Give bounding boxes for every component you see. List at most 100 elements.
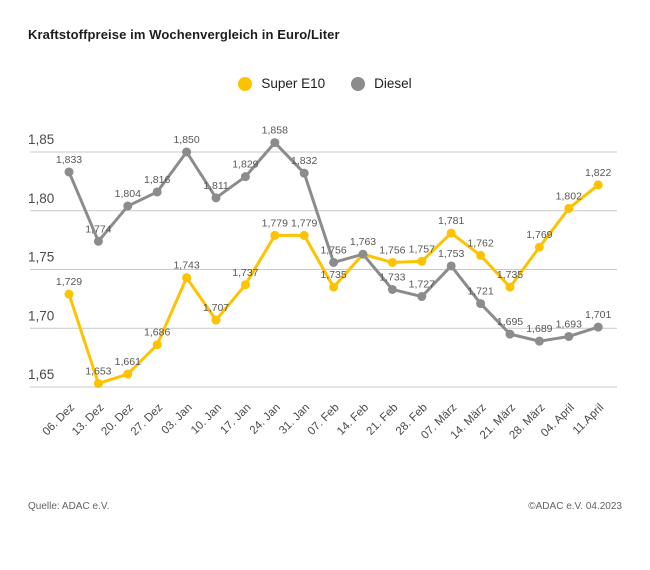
legend-label-super-e10: Super E10	[261, 76, 326, 91]
super-e10-value-label: 1,735	[320, 269, 346, 281]
super-e10-value-label: 1,779	[262, 217, 288, 229]
diesel-point	[387, 284, 397, 294]
diesel-point	[64, 167, 74, 177]
super-e10-value-label: 1,735	[497, 269, 523, 281]
super-e10-value-label: 1,756	[379, 244, 405, 256]
super-e10-point	[211, 315, 221, 325]
diesel-legend-dot-icon	[351, 76, 366, 91]
diesel-value-label: 1,693	[556, 318, 582, 330]
super-e10-legend-dot-icon	[238, 76, 253, 91]
super-e10-point	[593, 180, 603, 190]
diesel-point	[152, 187, 162, 197]
diesel-value-label: 1,701	[585, 309, 611, 321]
diesel-value-label: 1,811	[203, 180, 229, 192]
super-e10-point	[152, 340, 162, 350]
super-e10-value-label: 1,707	[203, 302, 229, 314]
diesel-value-label: 1,763	[350, 236, 376, 248]
super-e10-value-label: 1,686	[144, 327, 170, 339]
x-tick-label: 04. April	[539, 402, 577, 440]
x-tick-label: 21. Feb	[364, 402, 400, 438]
x-tick-label: 24. Jan	[248, 402, 283, 437]
super-e10-value-label: 1,743	[173, 260, 199, 272]
diesel-point	[564, 331, 574, 341]
diesel-point	[270, 138, 280, 148]
legend-label-diesel: Diesel	[374, 76, 412, 91]
x-tick-label: 27. Dez	[129, 401, 166, 438]
super-e10-point	[505, 282, 515, 292]
x-tick-label: 11.April	[571, 402, 606, 437]
y-tick-label: 1,75	[28, 250, 54, 265]
diesel-value-label: 1,832	[291, 155, 317, 167]
diesel-point	[299, 168, 309, 178]
page-title: Kraftstoffpreise im Wochenvergleich in E…	[28, 27, 340, 42]
super-e10-value-label: 1,757	[409, 243, 435, 255]
diesel-point	[417, 292, 427, 302]
diesel-value-label: 1,695	[497, 316, 523, 328]
diesel-point	[329, 257, 339, 267]
super-e10-value-label: 1,769	[526, 229, 552, 241]
super-e10-value-label: 1,661	[115, 356, 141, 368]
y-tick-label: 1,85	[28, 132, 54, 147]
super-e10-point	[329, 282, 339, 292]
diesel-point	[476, 299, 486, 309]
super-e10-point	[64, 289, 74, 299]
x-tick-label: 17. Jan	[218, 402, 253, 437]
diesel-value-label: 1,721	[467, 286, 493, 298]
diesel-value-label: 1,816	[144, 174, 170, 186]
super-e10-value-label: 1,779	[291, 217, 317, 229]
diesel-point	[182, 147, 192, 157]
diesel-line	[67, 141, 600, 343]
super-e10-value-label: 1,802	[556, 190, 582, 202]
x-tick-label: 07. Feb	[306, 402, 342, 438]
diesel-value-label: 1,850	[173, 134, 199, 146]
diesel-point	[593, 322, 603, 332]
super-e10-point	[476, 250, 486, 260]
diesel-value-label: 1,689	[526, 323, 552, 335]
legend-item-diesel: Diesel	[351, 76, 412, 91]
super-e10-value-label: 1,822	[585, 167, 611, 179]
super-e10-point	[446, 228, 456, 238]
footer: Quelle: ADAC e.V. ©ADAC e.V. 04.2023	[28, 501, 622, 512]
diesel-point	[211, 193, 221, 203]
diesel-point	[358, 249, 368, 259]
diesel-value-label: 1,833	[56, 154, 82, 166]
super-e10-point	[123, 369, 133, 379]
x-tick-label: 10. Jan	[189, 402, 224, 437]
super-e10-point	[387, 257, 397, 267]
super-e10-point	[270, 230, 280, 240]
super-e10-value-label: 1,737	[232, 267, 258, 279]
diesel-point	[123, 201, 133, 211]
chart-legend: Super E10 Diesel	[0, 76, 650, 91]
x-tick-label: 03. Jan	[160, 402, 195, 437]
copyright-note: ©ADAC e.V. 04.2023	[528, 501, 622, 512]
super-e10-value-label: 1,762	[467, 237, 493, 249]
diesel-value-label: 1,727	[409, 279, 435, 291]
y-tick-label: 1,70	[28, 308, 54, 323]
diesel-value-label: 1,804	[115, 188, 141, 200]
diesel-value-label: 1,756	[320, 244, 346, 256]
diesel-point	[240, 172, 250, 182]
y-tick-label: 1,80	[28, 191, 54, 206]
diesel-point	[505, 329, 515, 339]
diesel-point	[93, 236, 103, 246]
diesel-value-label: 1,858	[262, 125, 288, 137]
diesel-value-label: 1,829	[232, 159, 258, 171]
super-e10-value-label: 1,781	[438, 215, 464, 227]
diesel-value-label: 1,753	[438, 248, 464, 260]
legend-item-super-e10: Super E10	[238, 76, 325, 91]
diesel-value-label: 1,733	[379, 271, 405, 283]
super-e10-value-label: 1,653	[85, 365, 111, 377]
diesel-point	[446, 261, 456, 271]
super-e10-point	[417, 256, 427, 266]
super-e10-point	[182, 273, 192, 283]
diesel-point	[534, 336, 544, 346]
super-e10-point	[240, 280, 250, 290]
x-tick-label: 14. Feb	[335, 402, 371, 438]
super-e10-point	[299, 230, 309, 240]
y-tick-label: 1,65	[28, 367, 54, 382]
super-e10-point	[564, 203, 574, 213]
diesel-value-label: 1,774	[85, 223, 111, 235]
super-e10-point	[534, 242, 544, 252]
